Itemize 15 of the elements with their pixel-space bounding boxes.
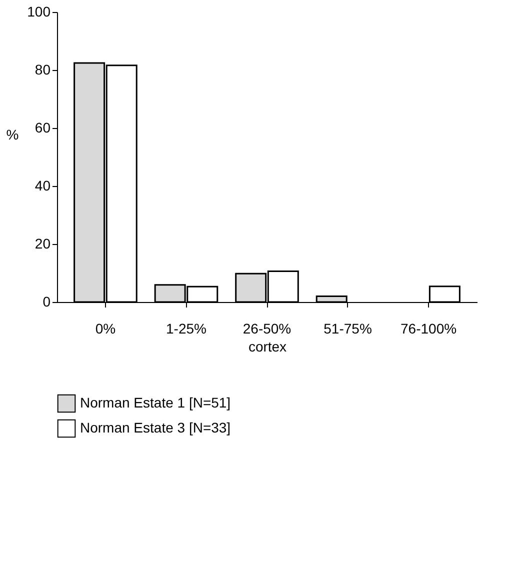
y-axis-title: % — [6, 126, 19, 142]
legend-label: Norman Estate 1 [N=51] — [80, 394, 231, 410]
y-tick-label: 80 — [34, 62, 51, 78]
x-tick-label: 51-75% — [324, 320, 372, 336]
y-tick-label: 20 — [34, 236, 51, 252]
x-tick-label: 0% — [95, 320, 116, 336]
x-tick-label: 76-100% — [400, 320, 457, 336]
y-tick-label: 0 — [42, 294, 51, 310]
y-tick-label: 100 — [27, 4, 51, 20]
y-tick-label: 40 — [34, 178, 51, 194]
x-axis-title: cortex — [248, 338, 287, 354]
x-tick-label: 26-50% — [242, 320, 292, 336]
legend-label: Norman Estate 3 [N=33] — [80, 420, 231, 436]
x-tick-label: 1-25% — [166, 320, 206, 336]
y-tick-label: 60 — [34, 120, 51, 136]
